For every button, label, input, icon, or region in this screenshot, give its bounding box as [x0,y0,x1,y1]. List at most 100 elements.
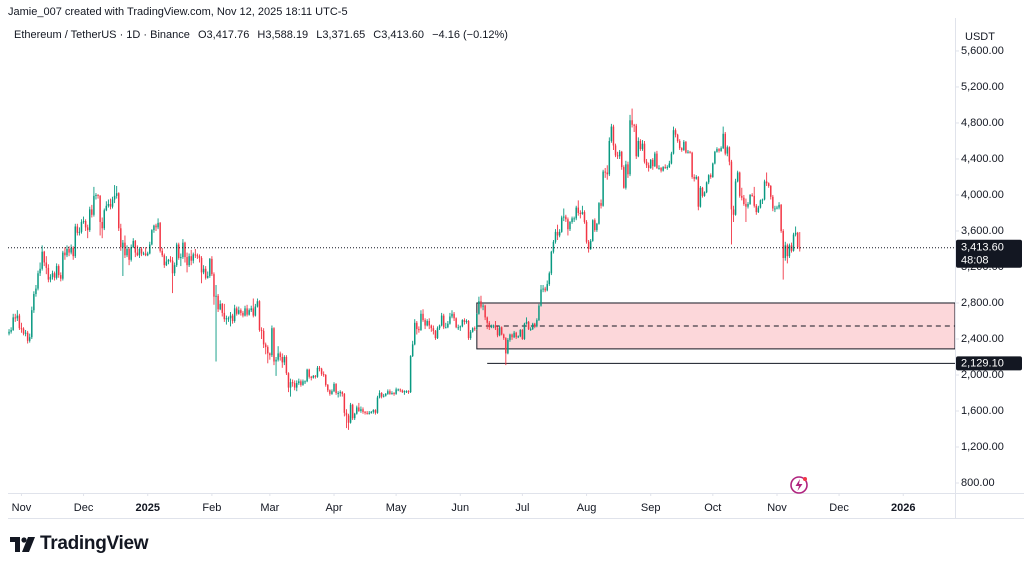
x-tick-label: Nov [767,502,787,514]
candle-body [676,134,679,141]
candle-body [409,356,412,393]
candle-body [283,356,286,363]
ohlc-value: 3,588.19 [265,29,309,41]
candle-body [542,288,544,290]
candle-body [670,153,673,164]
candle-body [523,323,526,339]
candle-body [362,409,364,412]
candle-body [449,316,451,324]
candle-body [130,247,132,260]
candle-body [788,245,791,257]
candle-body [440,315,443,326]
candle-body [527,321,530,330]
candle-body [324,374,327,385]
candle-body [759,200,762,208]
candle-body [316,367,319,377]
y-tick-label: 4,800.00 [961,117,1004,129]
candle-body [254,306,257,316]
candle-body [780,204,782,231]
candle-body [683,141,685,150]
candle-body [99,195,101,222]
candle-body [397,389,399,391]
candle-body [233,308,236,321]
candle-body [115,193,118,196]
candle-body [217,295,219,310]
candle-body [749,194,751,204]
candle-body [72,248,74,257]
candle-body [620,151,623,168]
candle-body [194,254,197,256]
candle-body [333,383,335,392]
candle-body [730,161,733,210]
y-tick-label: 4,000.00 [961,189,1004,201]
candle-body [275,359,277,362]
candle-body [53,273,56,278]
candle-body [57,266,60,276]
candle-body [97,194,99,196]
candle-body [765,181,768,184]
candle-body [62,252,64,279]
candle-body [476,313,478,330]
candle-body [184,242,186,258]
symbol-header: Ethereum / TetherUS · 1D · Binance O3,41… [14,29,508,41]
candle-body [136,252,139,256]
candle-body [190,256,192,261]
candle-body [418,329,420,331]
candle-body [577,207,580,213]
brand-name: TradingView [40,533,149,554]
candle-body [604,171,606,173]
candle-body [155,225,157,228]
y-tick-label: 2,000.00 [961,369,1004,381]
candle-body [101,221,103,229]
candle-body [486,317,488,323]
candle-body [289,382,292,388]
candle-body [93,195,95,215]
candle-body [149,244,151,254]
y-tick-label: 2,400.00 [961,333,1004,345]
candle-body [442,315,445,328]
candle-body [592,220,594,241]
candle-body [741,195,743,198]
candle-body [637,140,640,157]
candle-body [618,151,621,157]
x-tick-label: Oct [704,502,721,514]
candle-body [126,248,128,256]
candle-body [227,318,230,320]
candle-body [86,227,89,231]
candle-body [598,203,600,224]
candle-body [364,411,366,413]
candle-body [517,336,519,338]
candle-body [146,253,149,256]
candle-body [407,391,410,393]
candle-body [596,223,598,231]
candle-body [298,381,300,384]
candle-body [589,240,592,249]
candle-body [70,248,72,253]
candle-body [39,268,41,274]
candle-body [784,245,787,258]
candle-body [229,315,232,319]
candle-body [180,257,182,259]
candle-body [625,164,627,188]
candle-body [246,308,248,315]
candle-body [554,231,557,242]
candle-body [399,389,402,391]
candle-body [778,204,780,208]
candle-body [411,344,414,357]
candle-body [469,331,472,339]
candle-body [138,248,141,256]
candle-body [513,332,515,338]
candle-body [117,193,120,229]
candle-body [635,125,637,157]
candle-body [753,195,755,206]
candle-body [685,141,687,153]
candle-body [743,197,745,204]
candle-body [169,259,172,261]
candle-body [610,126,613,141]
candle-body [165,261,168,266]
candle-body [306,369,308,382]
y-tick-label: 4,400.00 [961,153,1004,165]
candle-body [728,147,731,162]
candle-body [198,256,201,258]
candle-body [722,133,724,149]
